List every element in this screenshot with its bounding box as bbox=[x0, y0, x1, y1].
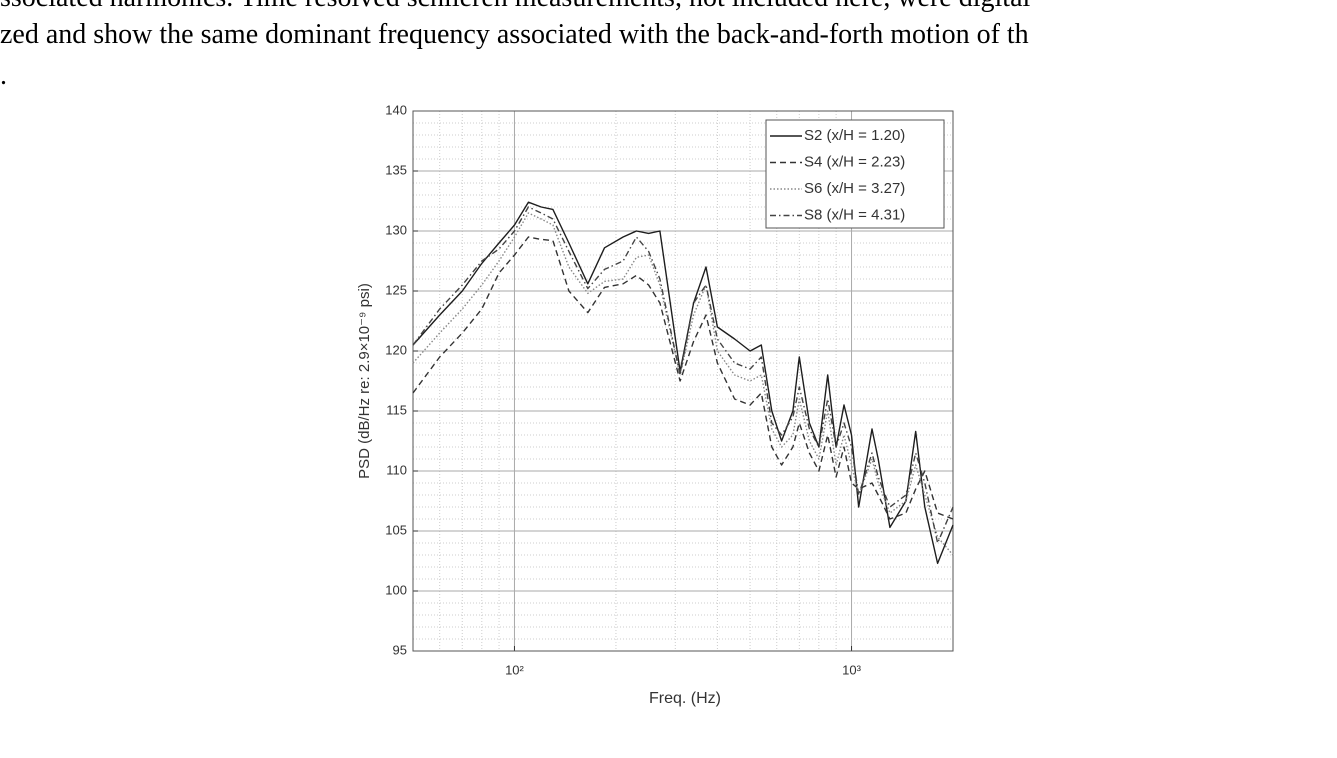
series-line bbox=[412, 206, 954, 544]
legend-box bbox=[765, 119, 945, 229]
legend-label: S4 (x/H = 2.23) bbox=[804, 153, 905, 170]
x-tick-label: 10³ bbox=[842, 662, 861, 677]
y-tick-label: 110 bbox=[386, 462, 407, 477]
y-tick-label: 105 bbox=[385, 522, 407, 537]
text-line: . bbox=[0, 60, 7, 91]
legend-label: S8 (x/H = 4.31) bbox=[804, 206, 905, 223]
text-line: ssociated harmonics. Time resolved schli… bbox=[0, 0, 1030, 14]
y-tick-label: 130 bbox=[385, 222, 407, 237]
y-tick-label: 95 bbox=[393, 642, 407, 657]
y-tick-label: 100 bbox=[385, 582, 407, 597]
legend-label: S2 (x/H = 1.20) bbox=[804, 127, 905, 144]
x-axis-label: Freq. (Hz) bbox=[649, 690, 721, 707]
series-line bbox=[412, 236, 954, 520]
y-tick-label: 120 bbox=[385, 342, 407, 357]
y-tick-label: 115 bbox=[386, 402, 407, 417]
y-tick-label: 140 bbox=[385, 102, 407, 117]
y-tick-label: 125 bbox=[385, 282, 407, 297]
y-axis-label: PSD (dB/Hz re: 2.9×10⁻⁹ psi) bbox=[356, 283, 373, 479]
y-tick-label: 135 bbox=[385, 162, 407, 177]
legend-label: S6 (x/H = 3.27) bbox=[804, 180, 905, 197]
text-line: zed and show the same dominant frequency… bbox=[0, 19, 1029, 50]
x-tick-label: 10² bbox=[505, 662, 524, 677]
plot-frame bbox=[412, 110, 954, 652]
series-line bbox=[412, 201, 954, 565]
